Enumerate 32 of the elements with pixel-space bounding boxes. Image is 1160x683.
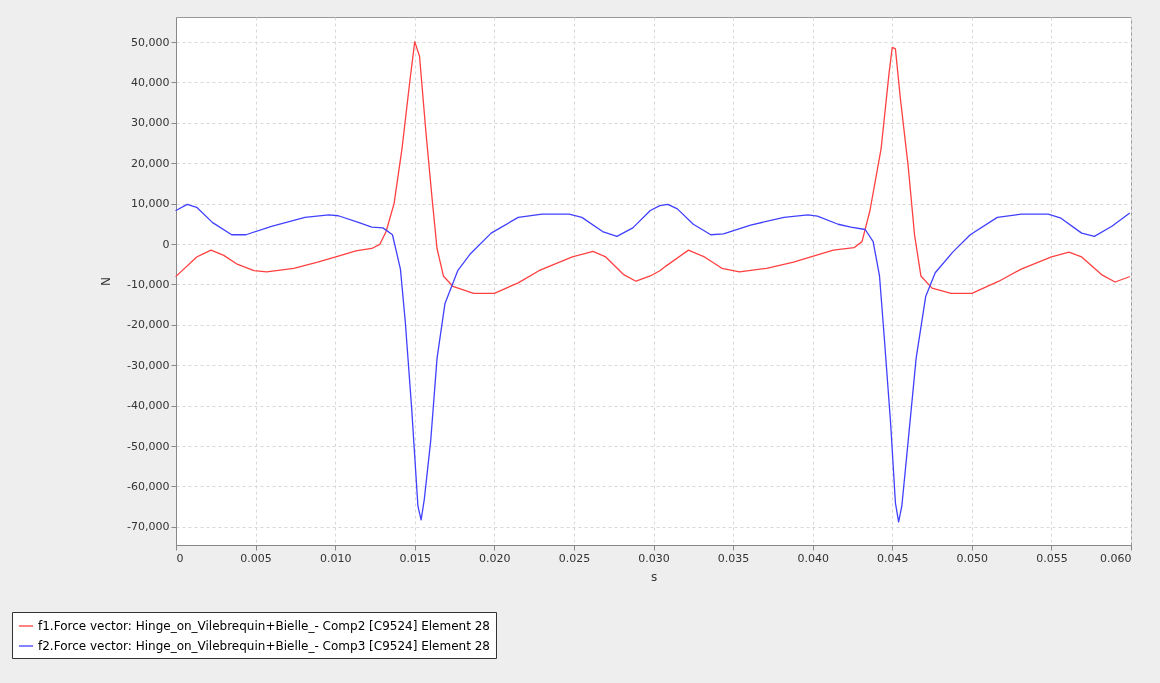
x-tick-label: 0.060 xyxy=(1100,551,1132,565)
y-tick-label: -30,000 xyxy=(127,358,170,372)
y-tick-label: -40,000 xyxy=(127,399,170,413)
x-tick-label: 0.040 xyxy=(797,551,829,565)
x-tick-label: 0.025 xyxy=(558,551,591,565)
x-tick-label: 0.035 xyxy=(717,551,750,565)
x-tick-label: 0.055 xyxy=(1036,551,1068,565)
y-tick-label: 0 xyxy=(162,237,170,251)
y-tick-label: -70,000 xyxy=(127,520,170,534)
y-axis-title: N xyxy=(99,277,114,286)
y-tick-label: -20,000 xyxy=(127,318,170,332)
line-series xyxy=(175,203,1131,523)
x-axis-title: s xyxy=(650,569,658,584)
x-tick-label: 0.045 xyxy=(877,551,909,565)
x-tick-label: 0.020 xyxy=(479,551,511,565)
y-tick-label: -10,000 xyxy=(127,277,170,291)
x-tick-label: 0 xyxy=(176,551,184,565)
y-tick-label: 10,000 xyxy=(131,197,170,211)
y-tick-label: -60,000 xyxy=(127,479,170,493)
x-tick-label: 0.050 xyxy=(956,551,989,565)
legend-label: f2.Force vector: Hinge_on_Vilebrequin+Bielle_- Comp3 [C9524] Element 28 xyxy=(38,639,490,653)
y-tick-label: 40,000 xyxy=(131,75,170,89)
x-tick-label: 0.005 xyxy=(240,551,272,565)
y-tick-label: 20,000 xyxy=(131,156,170,170)
y-tick-label: 30,000 xyxy=(131,116,170,130)
line-series xyxy=(175,40,1131,294)
y-tick-label: -50,000 xyxy=(127,439,170,453)
x-tick-label: 0.015 xyxy=(399,551,431,565)
x-tick-label: 0.010 xyxy=(319,551,352,565)
x-tick-label: 0.030 xyxy=(638,551,670,565)
legend-label: f1.Force vector: Hinge_on_Vilebrequin+Bielle_- Comp2 [C9524] Element 28 xyxy=(38,619,490,633)
y-tick-label: 50,000 xyxy=(131,35,170,49)
